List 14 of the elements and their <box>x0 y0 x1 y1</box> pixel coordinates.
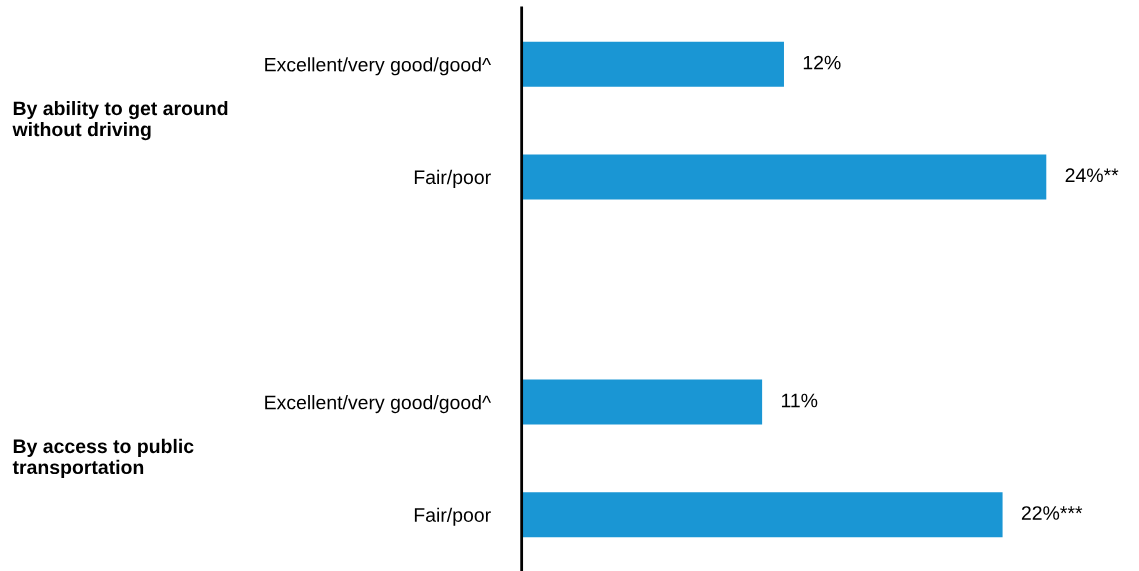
y-tick-label: Excellent/very good/good^ <box>265 57 492 76</box>
text: By access to public transportation <box>12 438 194 478</box>
bar <box>521 154 1047 200</box>
bar <box>521 492 1003 538</box>
data-label: 12% <box>803 55 841 70</box>
y-tick-label: Excellent/very good/good^ <box>265 395 492 414</box>
text: By ability to get around without driving <box>12 100 228 141</box>
bar <box>521 41 784 87</box>
data-label: 11% <box>781 393 818 408</box>
y-tick-label: Fair/poor <box>414 169 491 188</box>
bar <box>521 379 763 425</box>
data-label: 22%*** <box>1021 506 1083 520</box>
y-tick-label: Fair/poor <box>414 507 491 526</box>
data-label: 24%** <box>1065 168 1119 183</box>
